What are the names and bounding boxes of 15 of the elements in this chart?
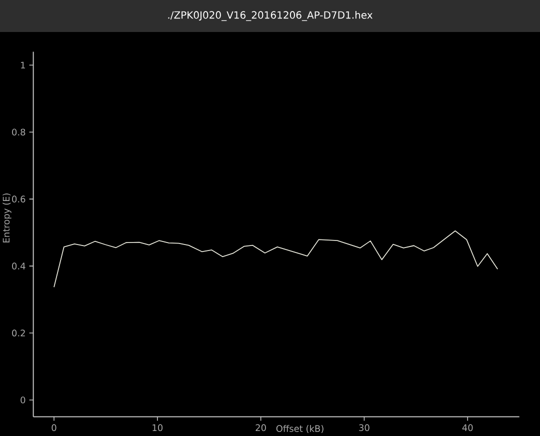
x-axis-title: Offset (kB) <box>276 424 324 434</box>
x-tick-label: 20 <box>256 424 266 432</box>
y-tick-label: 0.2 <box>12 330 25 336</box>
chart-title: ./ZPK0J020_V16_20161206_AP-D7D1.hex <box>168 11 372 21</box>
y-tick-label: 1 <box>21 62 25 68</box>
x-tick-label: 30 <box>359 424 370 432</box>
y-axis-title: Entropy (E) <box>2 193 12 242</box>
line-series <box>54 230 498 288</box>
y-tick-label: 0.8 <box>12 128 26 136</box>
y-tick-label: 0.6 <box>12 196 26 202</box>
x-tick-label: 40 <box>462 424 473 432</box>
y-tick-label: 0 <box>20 396 26 404</box>
x-tick-label: 0 <box>52 424 56 432</box>
x-tick-label: 10 <box>152 424 163 432</box>
y-tick-label: 0.4 <box>12 262 26 270</box>
